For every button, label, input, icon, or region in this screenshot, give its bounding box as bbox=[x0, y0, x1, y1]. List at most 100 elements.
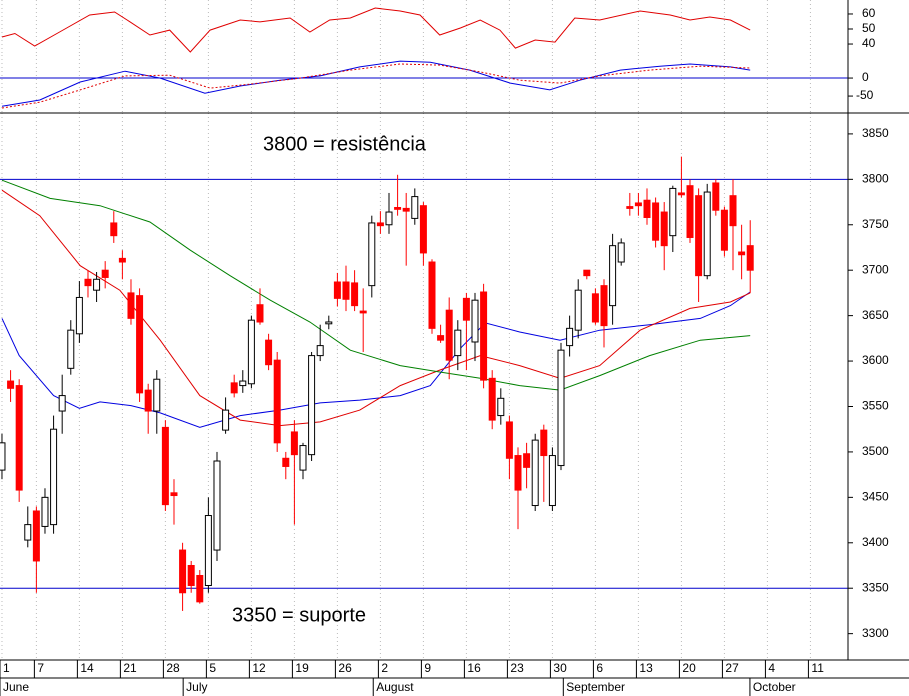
month-label: July bbox=[186, 680, 207, 694]
candle-body bbox=[256, 304, 264, 323]
candle-body bbox=[359, 310, 367, 314]
x-tick-label: 20 bbox=[682, 661, 696, 675]
candle-body bbox=[634, 202, 642, 207]
candle-body bbox=[368, 222, 376, 287]
candle-body bbox=[222, 409, 230, 431]
x-tick-label: 11 bbox=[811, 661, 824, 675]
x-tick-label: 16 bbox=[467, 661, 481, 675]
candle-body bbox=[316, 345, 324, 357]
candle-body bbox=[462, 297, 470, 321]
x-tick-label: 1 bbox=[3, 661, 10, 675]
x-tick-label: 4 bbox=[768, 661, 775, 675]
candle-body bbox=[187, 565, 195, 586]
candle-body bbox=[402, 207, 410, 212]
candle-body bbox=[67, 329, 75, 369]
candle-body bbox=[445, 309, 453, 361]
y-tick-label: 3400 bbox=[862, 535, 889, 549]
indicator-line bbox=[1, 63, 751, 109]
x-tick-label: 26 bbox=[338, 661, 352, 675]
candle-body bbox=[41, 496, 49, 527]
candle-body bbox=[738, 251, 746, 256]
indicator-line bbox=[1, 189, 751, 427]
x-tick-label: 19 bbox=[295, 661, 309, 675]
y-tick-label: 3800 bbox=[862, 172, 889, 186]
candle-body bbox=[333, 281, 341, 299]
candle-body bbox=[0, 442, 6, 471]
candle-body bbox=[110, 222, 118, 237]
candle-body bbox=[153, 378, 161, 412]
candle-body bbox=[609, 245, 617, 307]
candle-body bbox=[591, 293, 599, 323]
candle-body bbox=[574, 289, 582, 331]
candle-body bbox=[290, 431, 298, 456]
candle-body bbox=[394, 206, 402, 210]
plot-layer bbox=[0, 7, 848, 611]
x-tick-label: 6 bbox=[596, 661, 603, 675]
candle-body bbox=[247, 319, 255, 385]
candle-body bbox=[523, 453, 531, 468]
candle-body bbox=[514, 455, 522, 491]
candle-body bbox=[566, 327, 574, 347]
y-tick-label: 3550 bbox=[862, 399, 889, 413]
candle-body bbox=[695, 195, 703, 277]
x-tick-label: 27 bbox=[725, 661, 739, 675]
y-tick-label: 3850 bbox=[862, 126, 889, 140]
y-tick-label: 3500 bbox=[862, 444, 889, 458]
candle-body bbox=[411, 196, 419, 219]
x-tick-label: 30 bbox=[553, 661, 567, 675]
month-label: August bbox=[376, 680, 414, 694]
y-tick-label: 40 bbox=[862, 36, 876, 50]
candle-body bbox=[136, 295, 144, 394]
candle-body bbox=[179, 549, 187, 594]
candle-body bbox=[24, 524, 32, 541]
candle-body bbox=[712, 182, 720, 211]
x-tick-label: 13 bbox=[639, 661, 653, 675]
candle-body bbox=[557, 349, 565, 467]
candle-body bbox=[437, 335, 445, 341]
candle-body bbox=[93, 278, 101, 291]
candle-body bbox=[746, 245, 754, 271]
candle-body bbox=[101, 269, 109, 278]
candle-body bbox=[204, 515, 212, 586]
x-tick-label: 21 bbox=[123, 661, 137, 675]
indicator-line bbox=[1, 7, 751, 53]
candle-body bbox=[531, 439, 539, 507]
y-tick-label: 3350 bbox=[862, 580, 889, 594]
x-tick-label: 14 bbox=[80, 661, 94, 675]
y-tick-label: 3650 bbox=[862, 308, 889, 322]
candle-body bbox=[75, 296, 83, 335]
candle-body bbox=[540, 429, 548, 457]
candle-body bbox=[419, 205, 427, 254]
candle-body bbox=[600, 285, 608, 327]
month-label: September bbox=[566, 680, 625, 694]
candle-body bbox=[273, 359, 281, 444]
candle-body bbox=[265, 339, 273, 366]
candle-body bbox=[686, 185, 694, 238]
grid-layer bbox=[1, 0, 811, 660]
y-tick-label: 3600 bbox=[862, 353, 889, 367]
candle-body bbox=[548, 455, 556, 507]
x-tick-label: 7 bbox=[37, 661, 44, 675]
y-tick-label: 0 bbox=[862, 70, 869, 84]
annotation: 3800 = resistência bbox=[263, 133, 427, 155]
month-label: October bbox=[753, 680, 796, 694]
candle-body bbox=[351, 282, 359, 307]
y-tick-label: -50 bbox=[856, 88, 874, 102]
candle-body bbox=[282, 457, 290, 467]
indicator-line bbox=[1, 60, 751, 107]
candle-body bbox=[497, 397, 505, 417]
candle-body bbox=[84, 278, 92, 287]
candle-body bbox=[428, 261, 436, 329]
candle-body bbox=[170, 492, 178, 497]
candle-body bbox=[729, 195, 737, 227]
x-tick-label: 9 bbox=[424, 661, 431, 675]
candle-body bbox=[213, 460, 221, 551]
candle-body bbox=[127, 292, 135, 319]
candle-body bbox=[230, 382, 238, 394]
candle-body bbox=[703, 191, 711, 277]
candle-body bbox=[161, 426, 169, 506]
annotation: 3350 = suporte bbox=[232, 604, 366, 626]
candle-body bbox=[488, 377, 496, 421]
